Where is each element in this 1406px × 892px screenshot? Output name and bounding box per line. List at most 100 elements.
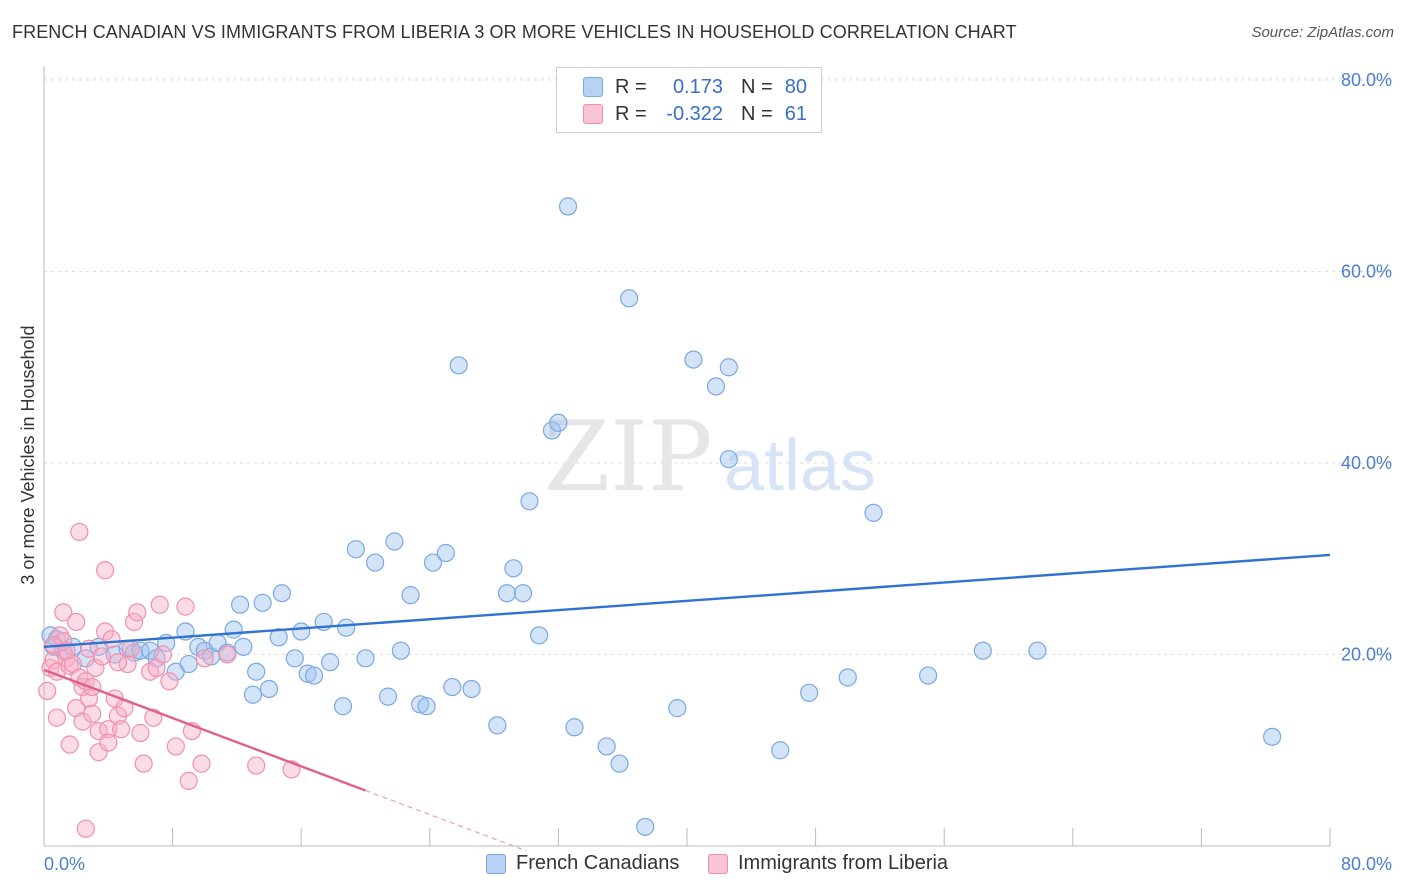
point-french-canadians: [231, 595, 250, 614]
y-tick-label: 60.0%: [1341, 262, 1392, 282]
point-french-canadians: [366, 553, 385, 572]
point-french-canadians: [253, 593, 272, 612]
point-liberia: [176, 597, 195, 616]
y-axis-label: 3 or more Vehicles in Household: [18, 325, 38, 584]
point-liberia: [150, 595, 169, 614]
point-liberia: [179, 771, 198, 790]
point-french-canadians: [259, 679, 279, 699]
legend-item-french-canadians[interactable]: French Canadians: [486, 852, 679, 875]
legend-swatch-blue: [486, 853, 506, 874]
point-liberia: [73, 712, 92, 731]
point-french-canadians: [436, 543, 455, 563]
point-french-canadians: [411, 695, 430, 714]
point-french-canadians: [224, 620, 243, 639]
watermark: ZIP atlas: [543, 401, 876, 513]
point-liberia: [47, 708, 66, 727]
point-french-canadians: [497, 584, 517, 603]
r-value: -0.322: [666, 102, 723, 125]
point-liberia: [95, 561, 115, 580]
legend-item-liberia[interactable]: Immigrants from Liberia: [708, 852, 948, 875]
grid-lines: [44, 77, 1392, 655]
point-french-canadians: [513, 584, 533, 603]
point-french-canadians: [864, 503, 883, 522]
point-liberia: [153, 645, 173, 664]
n-value: 61: [784, 102, 807, 125]
point-liberia: [112, 720, 131, 739]
n-value: 80: [784, 75, 807, 98]
point-liberia: [79, 689, 99, 708]
r-value: 0.173: [672, 75, 723, 98]
point-french-canadians: [800, 683, 819, 702]
point-liberia: [60, 735, 79, 754]
point-french-canadians: [462, 679, 481, 699]
point-french-canadians: [919, 666, 938, 685]
point-liberia: [160, 672, 179, 691]
series-legend: French Canadians Immigrants from Liberia: [0, 852, 1406, 878]
legend-label: Immigrants from Liberia: [738, 852, 949, 874]
point-french-canadians: [549, 413, 568, 432]
point-french-canadians: [668, 699, 687, 718]
point-french-canadians: [558, 197, 578, 216]
point-french-canadians: [417, 697, 436, 716]
trend-lines: [43, 553, 1331, 852]
trend-line-liberia: [43, 668, 366, 792]
point-liberia: [89, 743, 108, 762]
x-tick-label: 0.0%: [44, 854, 85, 874]
point-french-canadians: [385, 532, 404, 551]
point-french-canadians: [771, 741, 790, 760]
n-label: N =: [741, 102, 773, 125]
trend-extension-liberia: [365, 789, 527, 852]
point-liberia: [108, 653, 128, 672]
point-french-canadians: [247, 662, 266, 681]
point-french-canadians: [706, 377, 726, 396]
point-liberia: [128, 603, 147, 622]
point-french-canadians: [636, 817, 655, 836]
point-liberia: [166, 737, 185, 756]
point-french-canadians: [504, 559, 523, 578]
point-french-canadians: [620, 289, 639, 308]
legend-row-liberia: R = -0.322 N = 61: [583, 101, 807, 127]
point-french-canadians: [401, 586, 420, 605]
point-liberia: [102, 630, 121, 649]
y-tick-label: 20.0%: [1341, 645, 1392, 665]
chart-title: FRENCH CANADIAN VS IMMIGRANTS FROM LIBER…: [12, 22, 1017, 42]
point-liberia: [247, 756, 266, 775]
point-french-canadians: [337, 618, 356, 637]
point-liberia: [70, 522, 89, 542]
point-french-canadians: [179, 654, 198, 674]
point-liberia: [38, 681, 57, 700]
point-french-canadians: [838, 668, 857, 687]
axes: [43, 66, 1331, 847]
point-french-canadians: [292, 622, 311, 641]
point-liberia: [131, 723, 150, 743]
point-liberia: [99, 733, 118, 752]
legend-label: French Canadians: [516, 852, 680, 874]
point-liberia: [99, 720, 118, 739]
legend-swatch-pink: [708, 853, 728, 874]
point-french-canadians: [423, 553, 443, 572]
point-french-canadians: [520, 492, 539, 511]
point-french-canadians: [1028, 641, 1047, 660]
point-french-canadians: [973, 641, 992, 660]
point-liberia: [83, 704, 102, 723]
point-french-canadians: [234, 637, 253, 656]
point-liberia: [124, 612, 144, 632]
point-liberia: [50, 626, 70, 645]
point-french-canadians: [565, 718, 584, 737]
point-liberia: [218, 645, 237, 664]
legend-row-french-canadians: R = 0.173 N = 80: [583, 74, 807, 100]
point-french-canadians: [488, 716, 507, 735]
point-french-canadians: [610, 754, 629, 773]
point-french-canadians: [530, 626, 549, 645]
r-label: R =: [615, 75, 647, 98]
point-french-canadians: [356, 649, 375, 668]
point-french-canadians: [298, 664, 317, 683]
legend-swatch-blue: [583, 77, 603, 97]
legend-swatch-pink: [583, 104, 603, 124]
point-french-canadians: [333, 697, 353, 716]
data-points: [38, 197, 1282, 838]
point-liberia: [92, 647, 111, 666]
point-french-canadians: [243, 685, 263, 704]
point-french-canadians: [449, 356, 468, 375]
